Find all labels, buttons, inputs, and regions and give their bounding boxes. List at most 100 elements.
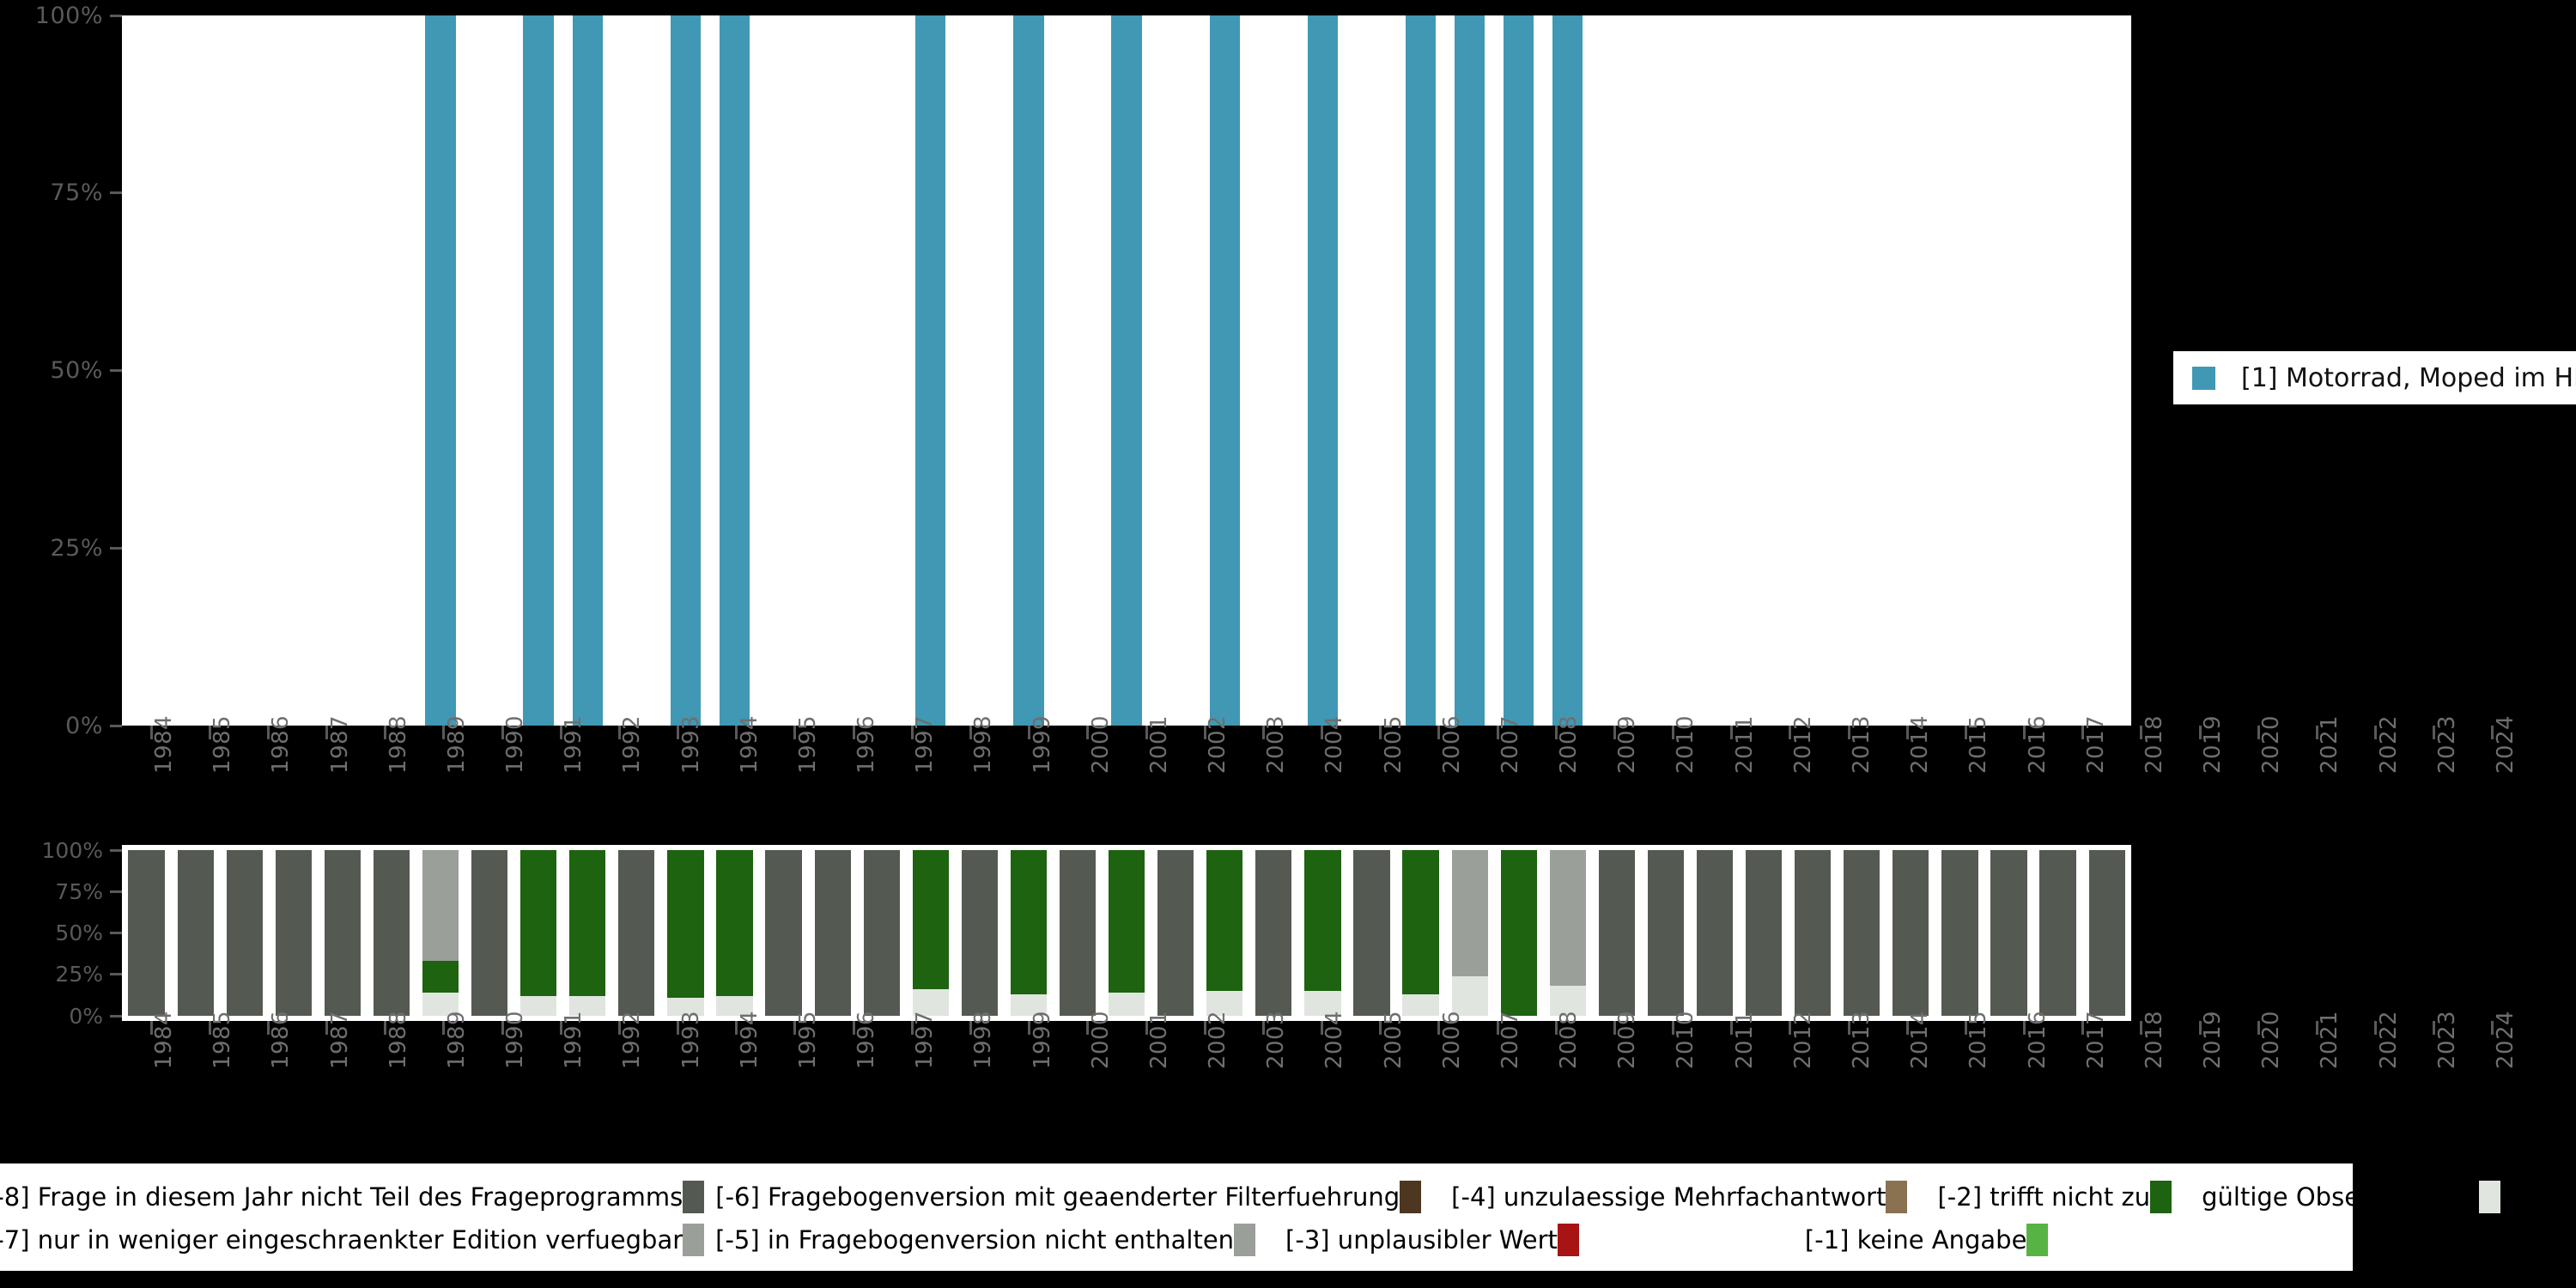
missings-stacked-bar[interactable]: [1696, 850, 1734, 1016]
missings-bar-slot: [710, 850, 759, 1016]
missings-bar-segment: [1010, 850, 1048, 994]
missings-x-tick-label: 2010: [1673, 1010, 1699, 1070]
missings-stacked-bar[interactable]: [1941, 850, 1978, 1016]
missings-stacked-bar[interactable]: [2039, 850, 2076, 1016]
missings-x-tick-label: 2002: [1205, 1010, 1231, 1070]
missings-stacked-bar[interactable]: [814, 850, 851, 1016]
missings-legend-item[interactable]: [-1] keine Angabe: [1794, 1224, 2049, 1256]
main-x-tick-label: 2005: [1380, 714, 1406, 775]
missings-x-tick-label: 2020: [2258, 1010, 2285, 1070]
missings-stacked-bar[interactable]: [1108, 850, 1145, 1016]
main-bar[interactable]: [1209, 15, 1240, 726]
tick-mark: [735, 726, 738, 739]
missings-bar-slot: [1053, 850, 1102, 1016]
missings-stacked-bar[interactable]: [1010, 850, 1048, 1016]
missings-legend-item[interactable]: [-4] unzulaessige Mehrfachantwort: [1440, 1181, 1908, 1213]
main-bar-slot: [1396, 15, 1445, 726]
main-bar[interactable]: [1504, 15, 1534, 726]
tick-mark: [1905, 1021, 1909, 1035]
main-bar[interactable]: [1013, 15, 1044, 726]
main-bar[interactable]: [915, 15, 946, 726]
main-bar[interactable]: [1111, 15, 1142, 726]
missings-stacked-bar[interactable]: [520, 850, 557, 1016]
missings-stacked-bar[interactable]: [1598, 850, 1635, 1016]
missings-stacked-bar[interactable]: [569, 850, 606, 1016]
missings-legend: [-8] Frage in diesem Jahr nicht Teil des…: [0, 1163, 2500, 1271]
missings-stacked-bar[interactable]: [177, 850, 214, 1016]
missings-legend-item[interactable]: [-2] trifft nicht zu: [1926, 1181, 2172, 1213]
missings-stacked-bar[interactable]: [618, 850, 655, 1016]
missings-stacked-bar[interactable]: [1255, 850, 1292, 1016]
missings-stacked-bar[interactable]: [716, 850, 753, 1016]
missings-y-axis: 100% 75% 50% 25% 0%: [0, 838, 122, 1029]
missings-stacked-bar[interactable]: [1206, 850, 1243, 1016]
missings-bar-segment: [1353, 850, 1390, 1016]
missings-stacked-bar[interactable]: [765, 850, 802, 1016]
main-bar[interactable]: [719, 15, 750, 726]
main-bar[interactable]: [670, 15, 702, 726]
missings-stacked-bar[interactable]: [1500, 850, 1537, 1016]
missings-stacked-bar[interactable]: [1304, 850, 1341, 1016]
missings-stacked-bar[interactable]: [128, 850, 165, 1016]
missings-x-tick-label: 1986: [268, 1010, 295, 1070]
missings-stacked-bar[interactable]: [1451, 850, 1488, 1016]
missings-legend-item[interactable]: [-3] unplausibler Wert: [1274, 1224, 1579, 1256]
missings-stacked-bar[interactable]: [422, 850, 459, 1016]
main-x-tick: 2011: [1703, 715, 1761, 854]
tick-mark: [110, 191, 122, 195]
missings-legend-item[interactable]: [-7] nur in weniger eingeschraenkter Edi…: [0, 1224, 705, 1256]
missings-x-tick: 1998: [941, 1011, 999, 1150]
missings-x-tick-label: 1985: [210, 1010, 236, 1070]
missings-legend-item[interactable]: [-5] in Fragebogenversion nicht enthalte…: [704, 1224, 1256, 1256]
main-bar[interactable]: [1552, 15, 1583, 726]
missings-x-tick: 2000: [1059, 1011, 1117, 1150]
main-bar[interactable]: [1307, 15, 1339, 726]
main-x-tick-label: 1991: [561, 714, 587, 775]
missings-stacked-bar[interactable]: [1353, 850, 1390, 1016]
missings-stacked-bar[interactable]: [1746, 850, 1783, 1016]
missings-legend-item[interactable]: gültige Observationen: [2190, 1181, 2500, 1213]
tick-mark: [2023, 726, 2026, 739]
series-legend[interactable]: [1] Motorrad, Moped im HH: [2173, 351, 2576, 404]
main-bar[interactable]: [572, 15, 603, 726]
missings-stacked-bar[interactable]: [226, 850, 263, 1016]
missings-stacked-bar[interactable]: [912, 850, 949, 1016]
main-x-tick-label: 1997: [912, 714, 939, 775]
main-x-tick-label: 2000: [1087, 714, 1114, 775]
main-bar[interactable]: [425, 15, 456, 726]
missings-stacked-bar[interactable]: [324, 850, 361, 1016]
missings-stacked-bar[interactable]: [1990, 850, 2027, 1016]
missings-bar-slot: [955, 850, 1004, 1016]
tick-mark: [1203, 726, 1206, 739]
tick-mark: [1672, 726, 1675, 739]
missings-legend-item[interactable]: [-6] Fragebogenversion mit geaenderter F…: [704, 1181, 1422, 1213]
missings-bar-segment: [1255, 850, 1292, 1016]
main-x-tick: 2022: [2347, 715, 2405, 854]
missings-stacked-bar[interactable]: [1059, 850, 1097, 1016]
main-bar-slot: [122, 15, 171, 726]
missings-stacked-bar[interactable]: [1402, 850, 1439, 1016]
missings-stacked-bar[interactable]: [275, 850, 312, 1016]
main-bar[interactable]: [523, 15, 554, 726]
main-bar[interactable]: [1454, 15, 1485, 726]
missings-stacked-bar[interactable]: [961, 850, 998, 1016]
missings-bar-slot: [1691, 850, 1740, 1016]
missings-legend-item[interactable]: [-8] Frage in diesem Jahr nicht Teil des…: [0, 1181, 705, 1213]
main-bar[interactable]: [1405, 15, 1437, 726]
missings-stacked-bar[interactable]: [863, 850, 900, 1016]
missings-x-tick-label: 1995: [794, 1010, 821, 1070]
missings-stacked-bar[interactable]: [1157, 850, 1194, 1016]
missings-stacked-bar[interactable]: [1647, 850, 1685, 1016]
missings-stacked-bar[interactable]: [471, 850, 508, 1016]
missings-stacked-bar[interactable]: [1844, 850, 1880, 1016]
missings-bar-slot: [1249, 850, 1298, 1016]
main-bar-slot: [759, 15, 808, 726]
missings-stacked-bar[interactable]: [1549, 850, 1586, 1016]
missings-x-tick-label: 1993: [677, 1010, 704, 1070]
missings-stacked-bar[interactable]: [1795, 850, 1832, 1016]
missings-stacked-bar[interactable]: [373, 850, 410, 1016]
missings-stacked-bar[interactable]: [667, 850, 704, 1016]
missings-stacked-bar[interactable]: [1893, 850, 1929, 1016]
missings-stacked-bar[interactable]: [2088, 850, 2125, 1016]
missings-y-tick-label: 25%: [55, 962, 103, 987]
